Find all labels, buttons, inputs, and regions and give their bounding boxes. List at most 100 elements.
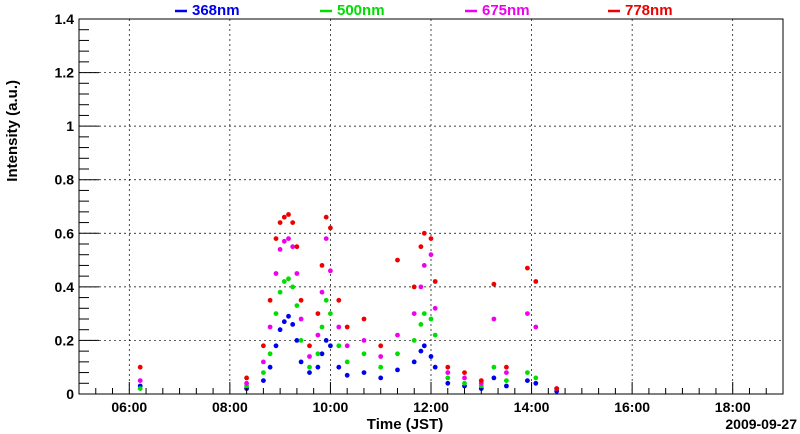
data-point-368nm [395,367,400,373]
legend-label: 500nm [337,2,385,19]
data-point-500nm [290,284,296,290]
data-point-368nm [267,364,273,370]
y-tick-label: 1.4 [55,11,75,27]
data-point-500nm [421,311,427,316]
data-point-500nm [281,279,287,284]
y-tick-label: 0 [66,386,74,402]
y-tick-label: 0.2 [55,332,75,348]
data-point-778nm [294,244,300,250]
data-point-778nm [286,212,291,217]
data-point-500nm [298,338,304,343]
data-point-500nm [395,351,400,357]
data-point-500nm [432,332,438,338]
data-point-778nm [378,343,384,349]
data-point-778nm [328,225,333,231]
x-axis-label: Time (JST) [367,416,443,433]
data-point-675nm [307,354,312,359]
grid-lines [79,19,783,394]
data-point-500nm [336,343,342,349]
data-points [137,212,560,394]
data-point-778nm [554,386,560,391]
data-point-675nm [323,236,329,242]
data-point-675nm [491,316,497,322]
data-point-500nm [491,364,497,370]
data-point-500nm [445,375,451,381]
data-point-500nm [328,311,333,316]
data-point-778nm [298,297,304,303]
data-point-368nm [261,378,266,383]
data-point-778nm [307,343,312,349]
data-point-500nm [504,378,509,383]
data-point-500nm [428,316,434,322]
data-point-778nm [267,297,273,303]
data-point-368nm [504,383,509,389]
data-point-500nm [319,324,325,330]
data-point-778nm [428,236,434,242]
data-point-368nm [273,343,279,349]
data-point-675nm [328,268,333,274]
data-point-778nm [491,281,497,287]
data-point-368nm [277,327,283,333]
data-point-500nm [462,380,467,386]
data-point-675nm [286,236,291,242]
data-point-778nm [533,279,539,284]
data-point-368nm [428,354,434,359]
data-point-778nm [319,263,325,268]
axis-ticks [78,18,784,395]
data-point-500nm [267,351,273,357]
data-point-778nm [395,257,400,263]
data-point-778nm [273,236,279,242]
legend-label: 368nm [192,2,240,19]
data-point-368nm [294,338,300,343]
data-point-368nm [328,343,333,349]
data-point-675nm [137,378,143,383]
data-point-368nm [307,370,312,375]
data-point-675nm [525,311,530,316]
data-point-778nm [411,284,417,290]
data-point-778nm [281,214,287,220]
data-point-778nm [525,265,530,271]
data-point-500nm [411,338,417,343]
data-point-675nm [244,380,250,386]
data-point-675nm [298,316,304,322]
data-point-778nm [445,364,451,370]
data-point-675nm [418,284,424,290]
data-point-675nm [378,354,384,359]
data-point-778nm [421,230,427,236]
data-point-500nm [273,311,279,316]
data-point-368nm [361,370,367,375]
data-point-500nm [361,351,367,357]
tick-labels: 06:00 08:00 10:00 12:00 14:00 16:00 18:00 0 0.2 0… [55,11,751,415]
data-point-368nm [298,359,304,365]
data-point-368nm [319,351,325,357]
data-point-368nm [418,348,424,354]
data-point-368nm [533,380,539,386]
y-axis-label: Intensity (a.u.) [4,80,21,182]
data-point-368nm [491,375,497,381]
data-point-368nm [445,380,451,386]
y-tick-label: 0.8 [55,172,75,188]
data-point-500nm [344,359,350,365]
data-point-778nm [261,343,266,349]
data-point-675nm [290,244,296,250]
data-point-500nm [307,364,312,370]
legend-label: 778nm [625,2,673,19]
data-point-675nm [421,263,427,268]
data-point-778nm [244,375,250,381]
y-tick-label: 1.2 [55,65,75,81]
data-point-368nm [281,319,287,325]
data-point-500nm [533,375,539,381]
data-point-675nm [411,311,417,316]
data-point-368nm [315,364,321,370]
data-point-368nm [378,375,384,381]
data-point-675nm [344,343,350,349]
data-point-778nm [361,316,367,322]
data-point-778nm [277,220,283,226]
data-point-368nm [323,338,329,343]
x-tick-label: 08:00 [212,399,248,415]
data-point-368nm [432,364,438,370]
data-point-778nm [478,378,484,383]
data-point-778nm [323,214,329,220]
x-tick-label: 10:00 [313,399,349,415]
data-point-368nm [421,343,427,349]
